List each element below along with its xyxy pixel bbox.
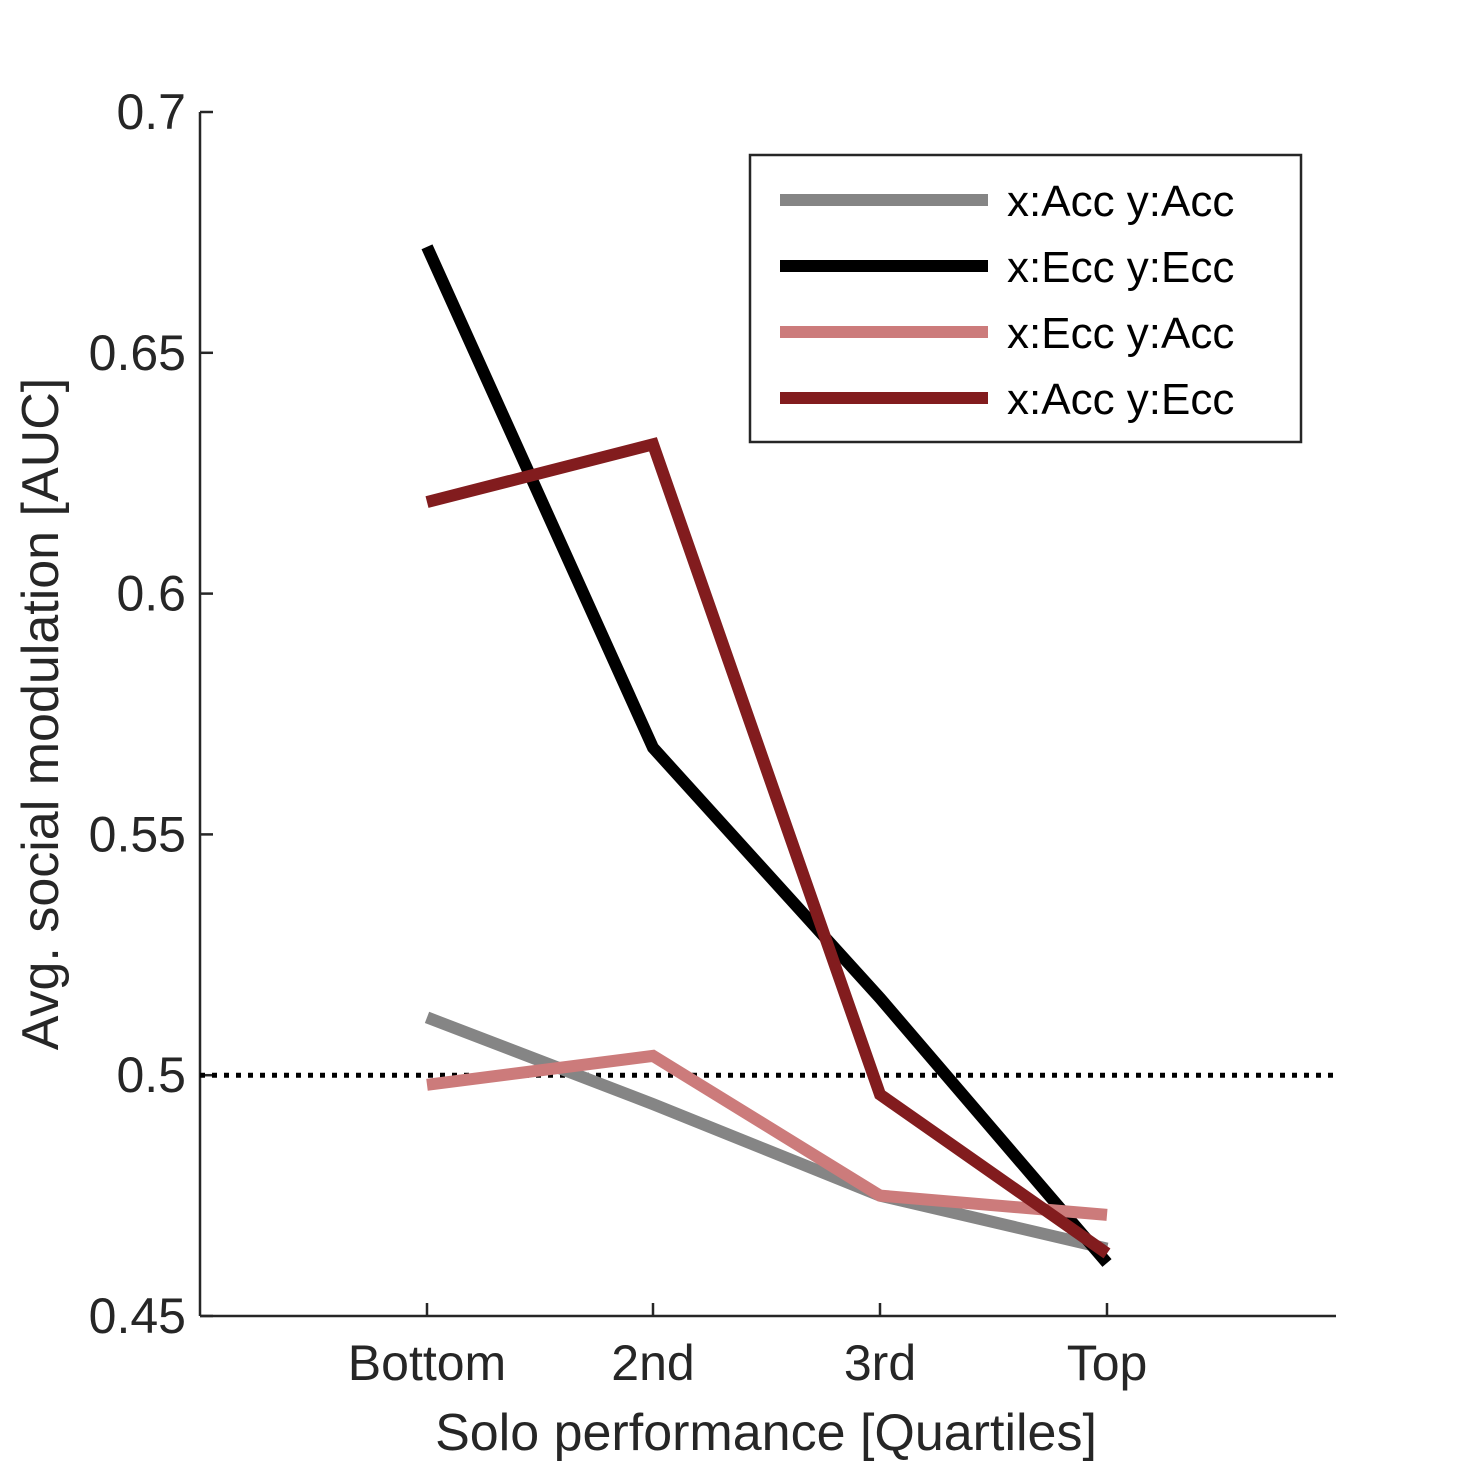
x-tick-label: 2nd bbox=[611, 1335, 694, 1391]
y-tick-label: 0.55 bbox=[89, 806, 186, 862]
legend-label: x:Ecc y:Ecc bbox=[1007, 243, 1234, 292]
y-tick-label: 0.6 bbox=[116, 566, 186, 622]
x-tick-label: Top bbox=[1067, 1335, 1148, 1391]
series-line-4 bbox=[425, 437, 1111, 1259]
y-tick-label: 0.65 bbox=[89, 325, 186, 381]
y-tick-label: 0.7 bbox=[116, 84, 186, 140]
legend-label: x:Ecc y:Acc bbox=[1007, 309, 1234, 358]
axes: 0.45 0.5 0.55 0.6 0.65 0.7 Bottom 2nd 3rd Top bbox=[89, 84, 1336, 1391]
series-line-1 bbox=[424, 1011, 1109, 1255]
x-axis-title: Solo performance [Quartiles] bbox=[435, 1404, 1097, 1462]
series-line-3 bbox=[426, 1049, 1108, 1221]
y-tick-label: 0.45 bbox=[89, 1288, 186, 1344]
legend-label: x:Acc y:Acc bbox=[1007, 177, 1234, 226]
legend: x:Acc y:Acc x:Ecc y:Ecc x:Ecc y:Acc x:Acc y… bbox=[748, 153, 1303, 444]
legend-label: x:Acc y:Ecc bbox=[1007, 375, 1234, 424]
y-tick-label: 0.5 bbox=[116, 1047, 186, 1103]
series-line-2 bbox=[421, 244, 1112, 1267]
x-tick-label: 3rd bbox=[844, 1335, 916, 1391]
y-axis-title: Avg. social modulation [AUC] bbox=[12, 378, 70, 1050]
series-lines bbox=[421, 244, 1112, 1267]
x-tick-label: Bottom bbox=[348, 1335, 506, 1391]
